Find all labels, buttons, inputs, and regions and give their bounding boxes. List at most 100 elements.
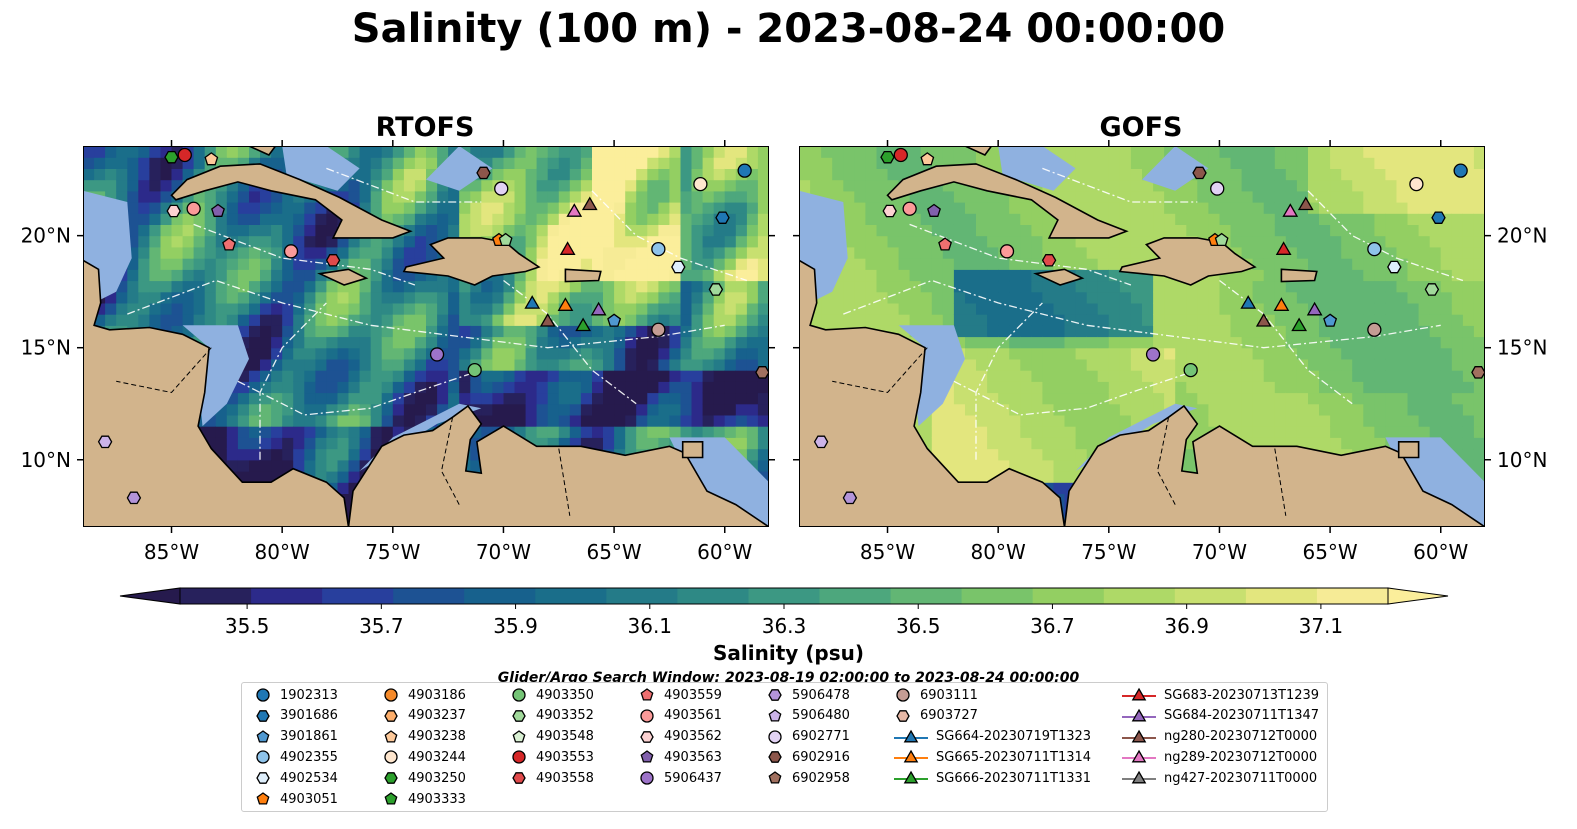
gofs-marker-0 [880, 150, 895, 164]
legend-marker [256, 772, 270, 785]
legend-item: ng289-20230712T0000 [1122, 747, 1317, 767]
gofs-marker-8 [1041, 254, 1057, 267]
gofs-marker-21 [1424, 283, 1440, 296]
gofs-marker-26 [1306, 301, 1323, 316]
gofs-marker-14 [1297, 196, 1314, 211]
legend-marker-icon [1122, 729, 1156, 743]
legend-marker [1131, 729, 1147, 743]
x-tick-label: 85°W [860, 540, 915, 564]
legend-marker-icon [384, 772, 398, 785]
legend-marker-icon [512, 688, 526, 702]
x-tick-label: 80°W [971, 540, 1026, 564]
legend-marker [768, 729, 782, 744]
legend-marker-icon [896, 688, 910, 702]
legend-marker [384, 729, 398, 743]
rtofs-marker-24 [557, 297, 574, 311]
legend-marker-icon [256, 792, 270, 805]
colorbar-segment [1032, 588, 1105, 604]
legend-label: ng280-20230712T0000 [1164, 729, 1318, 745]
rtofs-marker-21 [708, 283, 724, 296]
colorbar-label: Salinity (psu) [712, 641, 864, 665]
legend-marker-icon [1122, 708, 1156, 722]
colorbar-segment [890, 588, 963, 604]
legend-marker-icon [512, 729, 526, 743]
legend-marker-icon [768, 729, 782, 744]
legend-label: 5906480 [792, 708, 850, 724]
rtofs-marker-26 [590, 301, 607, 316]
colorbar-tick-label: 36.9 [1164, 614, 1209, 638]
rtofs-marker-18 [737, 163, 752, 178]
gofs-marker-7 [999, 244, 1015, 259]
x-tick-label: 60°W [1413, 540, 1468, 564]
legend-label: 6903111 [920, 687, 978, 703]
legend-item: 4903548 [510, 727, 594, 747]
legend-label: 4903051 [280, 791, 338, 807]
rtofs-marker-31 [755, 366, 769, 379]
panel-title-rtofs: RTOFS [375, 112, 475, 143]
gofs-marker-25 [1291, 317, 1308, 332]
legend-item: 6902916 [766, 747, 850, 767]
legend-label: 4902355 [280, 749, 338, 765]
rtofs-marker-9 [476, 166, 491, 180]
legend-marker-icon [384, 750, 398, 765]
gofs-marker-10 [1210, 181, 1225, 196]
gofs-marker-6 [938, 237, 952, 251]
rtofs-marker-16 [651, 241, 666, 257]
legend-label: 6902916 [792, 749, 850, 765]
rtofs-marker-25 [575, 317, 592, 332]
colorbar-segment [251, 588, 323, 604]
legend-marker [1131, 687, 1147, 701]
legend-marker-icon [512, 750, 526, 765]
rtofs-marker-3 [204, 152, 219, 166]
rtofs-marker-14 [581, 196, 598, 211]
legend-label: 4903350 [536, 687, 594, 703]
colorbar-segment [535, 588, 607, 604]
legend-label: SG664-20230719T1323 [936, 729, 1092, 745]
legend-marker-icon [640, 730, 654, 743]
legend-marker-icon [256, 750, 270, 765]
legend-label: 4903244 [408, 749, 466, 765]
legend-marker-icon [768, 689, 782, 701]
map-axes: 85°W 80°W 75°W 70°W 65°W 60°W 20°N 15°N 10°N 85°W… [21, 140, 1547, 564]
colorbar-segment [961, 588, 1034, 604]
legend-item: 5906437 [638, 768, 722, 788]
colorbar-tick-label: 37.1 [1299, 614, 1344, 638]
legend-marker [1131, 708, 1147, 722]
legend-marker [903, 729, 919, 743]
legend-marker-icon [1122, 770, 1156, 784]
legend-marker [512, 750, 526, 765]
legend-marker [896, 709, 910, 722]
rtofs-marker-33 [126, 491, 142, 505]
legend-item: SG683-20230713T1239 [1122, 685, 1319, 705]
legend-item: 4903244 [382, 747, 466, 767]
legend-marker-icon [640, 709, 654, 723]
legend-label: 4903562 [664, 729, 722, 745]
x-tick-label: 65°W [586, 540, 641, 564]
legend-marker-icon [894, 770, 928, 784]
gofs-marker-20 [1387, 260, 1402, 274]
legend-item: 5906478 [766, 685, 850, 705]
gofs-marker-15 [1275, 241, 1292, 255]
x-tick-label: 80°W [255, 540, 310, 564]
colorbar-segment [1174, 588, 1247, 604]
rtofs-marker-20 [671, 260, 686, 274]
gofs-marker-18 [1453, 163, 1468, 178]
y-tick-label: 20°N [1497, 224, 1547, 248]
legend-marker-icon [512, 709, 526, 722]
rtofs-marker-27 [607, 313, 622, 327]
legend-marker [384, 709, 398, 722]
legend-label: 4903558 [536, 770, 594, 786]
x-tick-label: 60°W [697, 540, 752, 564]
colorbar-segment [1245, 588, 1318, 604]
legend-label: 1902313 [280, 687, 338, 703]
colorbar-segment [464, 588, 536, 604]
legend-marker-icon [256, 729, 270, 743]
rtofs-marker-7 [283, 244, 299, 259]
legend-marker [256, 688, 270, 702]
gofs-land [799, 146, 1485, 527]
colorbar-tick-label: 35.7 [359, 614, 404, 638]
legend-item: 4903352 [510, 706, 594, 726]
legend-label: 5906478 [792, 687, 850, 703]
legend-marker [903, 750, 919, 763]
colorbar-extend-low [119, 587, 181, 605]
